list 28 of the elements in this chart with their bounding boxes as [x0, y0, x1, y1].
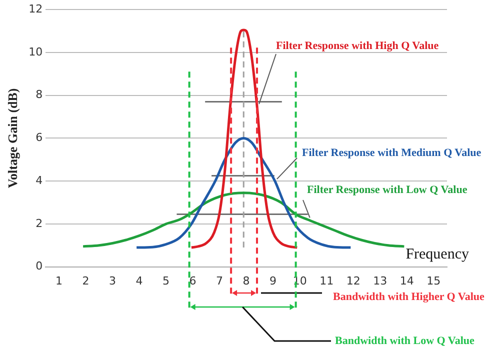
y-tick-label: 12: [28, 2, 43, 16]
x-tick-label: 13: [373, 274, 388, 288]
x-tick-label: 6: [189, 274, 196, 288]
x-tick-label: 11: [320, 274, 334, 288]
series-label: Filter Response with Low Q Value: [307, 184, 468, 196]
y-tick-label: 0: [36, 260, 43, 273]
y-tick-label: 10: [28, 45, 43, 58]
x-axis-title: Frequency: [406, 246, 470, 263]
x-tick-label: 14: [400, 274, 414, 288]
y-tick-label: 8: [36, 88, 43, 102]
x-tick-label: 1: [55, 274, 62, 288]
ref-line-label: Bandwidth with Higher Q Value: [333, 290, 485, 303]
x-tick-label: 5: [162, 274, 170, 288]
x-tick-label: 4: [136, 274, 143, 288]
text: Filter Response with Medium Q Value: [302, 146, 482, 159]
x-tick-label: 9: [270, 274, 277, 288]
x-tick-label: 2: [82, 274, 90, 288]
x-tick-label: 7: [216, 274, 224, 288]
text: Filter Response with High Q Value: [276, 40, 439, 52]
x-tick-label: 8: [242, 274, 250, 288]
ref-line-label: Bandwidth with Low Q Value: [335, 334, 474, 347]
y-tick-label: 4: [36, 174, 43, 187]
y-tick-label: 6: [36, 131, 43, 144]
x-tick-label: 12: [346, 274, 360, 288]
y-tick-label: 2: [36, 216, 43, 230]
x-tick-label: 15: [426, 274, 441, 288]
y-axis-title: Voltage Gain (dB): [5, 88, 20, 188]
x-tick-label: 3: [109, 274, 116, 288]
